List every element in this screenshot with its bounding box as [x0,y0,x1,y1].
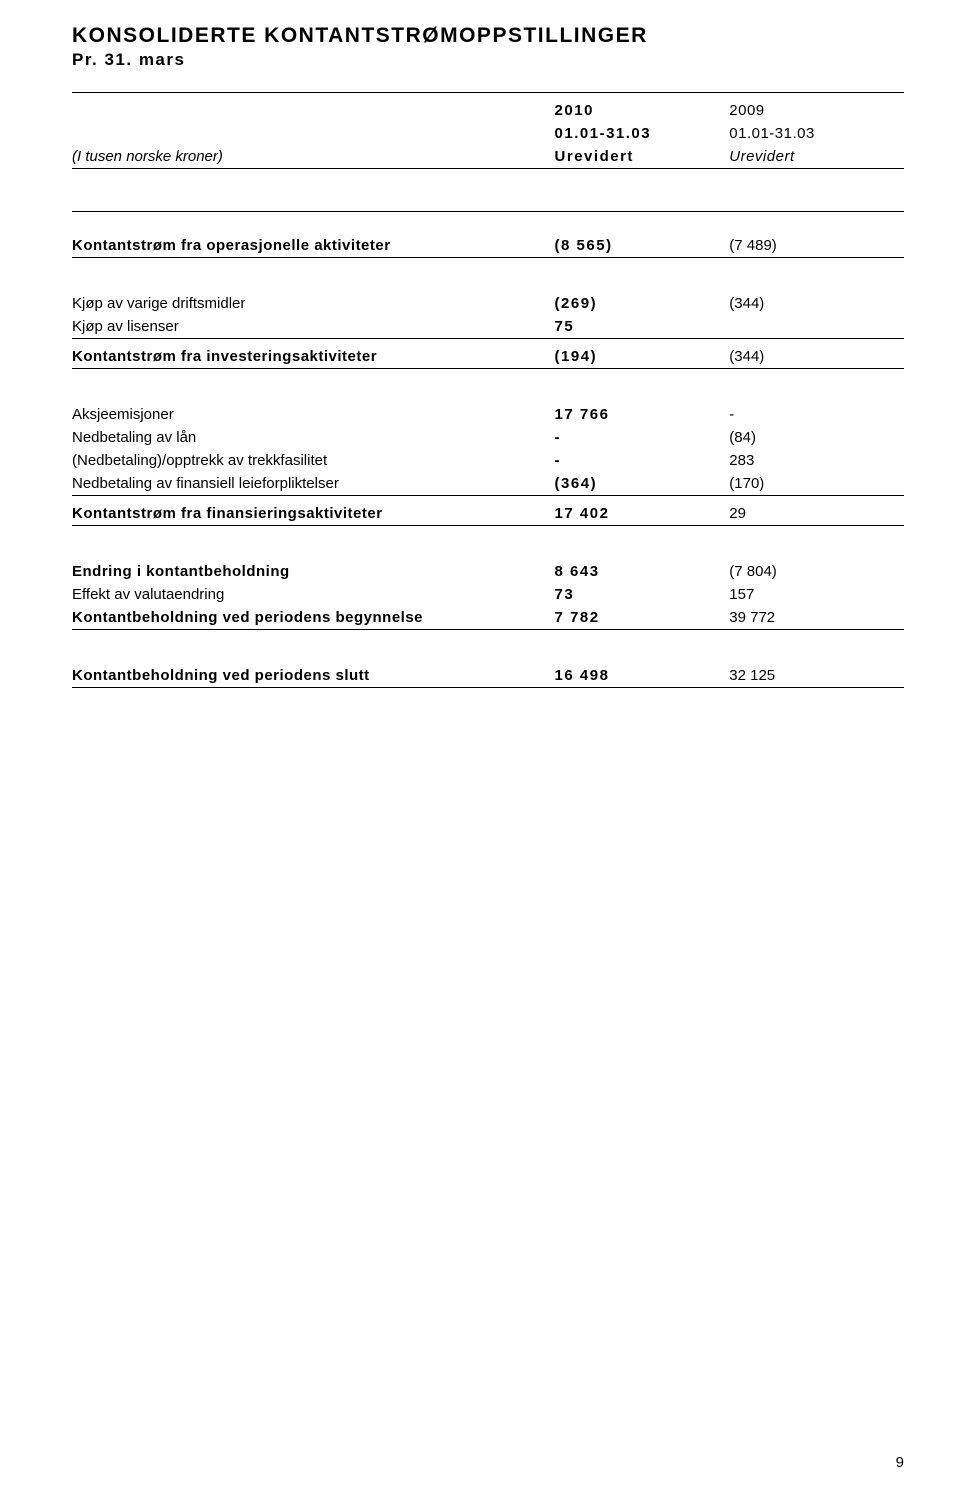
row-pri: 39 772 [729,606,904,630]
row-pri: - [729,403,904,426]
row-label: Kontantbeholdning ved periodens slutt [72,664,555,688]
header-basis-prior: Urevidert [729,145,904,169]
page-subtitle: Pr. 31. mars [72,50,904,70]
row-cur: (364) [555,472,730,496]
row-label: Effekt av valutaendring [72,583,555,606]
header-year-prior: 2009 [729,99,904,122]
row-cur: (8 565) [555,234,730,258]
page-number: 9 [72,1454,904,1471]
row-cur: (269) [555,292,730,315]
row-cur: 75 [555,315,730,339]
row-cur: 7 782 [555,606,730,630]
page-title: KONSOLIDERTE KONTANTSTRØMOPPSTILLINGER [72,24,904,48]
row-label: Kontantstrøm fra finansieringsaktivitete… [72,502,555,526]
header-period-prior: 01.01-31.03 [729,122,904,145]
row-cur: 17 402 [555,502,730,526]
header-note: (I tusen norske kroner) [72,145,555,169]
header-basis-current: Urevidert [555,145,730,169]
row-label: Endring i kontantbeholdning [72,560,555,583]
row-label: Kontantstrøm fra investeringsaktiviteter [72,345,555,369]
row-pri: (170) [729,472,904,496]
row-label: Kjøp av varige driftsmidler [72,292,555,315]
row-pri: 32 125 [729,664,904,688]
row-label: Kontantstrøm fra operasjonelle aktivitet… [72,234,555,258]
cashflow-table: 2010 2009 01.01-31.03 01.01-31.03 (I tus… [72,92,904,694]
row-label: (Nedbetaling)/opptrekk av trekkfasilitet [72,449,555,472]
row-cur: 16 498 [555,664,730,688]
row-pri: (7 489) [729,234,904,258]
row-pri: (7 804) [729,560,904,583]
row-cur: 17 766 [555,403,730,426]
row-cur: 73 [555,583,730,606]
header-year-current: 2010 [555,99,730,122]
row-pri: 157 [729,583,904,606]
row-pri: 29 [729,502,904,526]
row-cur: 8 643 [555,560,730,583]
row-cur: - [555,426,730,449]
row-label: Nedbetaling av lån [72,426,555,449]
row-pri [729,315,904,339]
row-label: Kontantbeholdning ved periodens begynnel… [72,606,555,630]
row-label: Kjøp av lisenser [72,315,555,339]
row-cur: (194) [555,345,730,369]
row-pri: (344) [729,345,904,369]
row-pri: (344) [729,292,904,315]
row-pri: 283 [729,449,904,472]
row-label: Aksjeemisjoner [72,403,555,426]
row-label: Nedbetaling av finansiell leieforpliktel… [72,472,555,496]
header-period-current: 01.01-31.03 [555,122,730,145]
row-pri: (84) [729,426,904,449]
row-cur: - [555,449,730,472]
